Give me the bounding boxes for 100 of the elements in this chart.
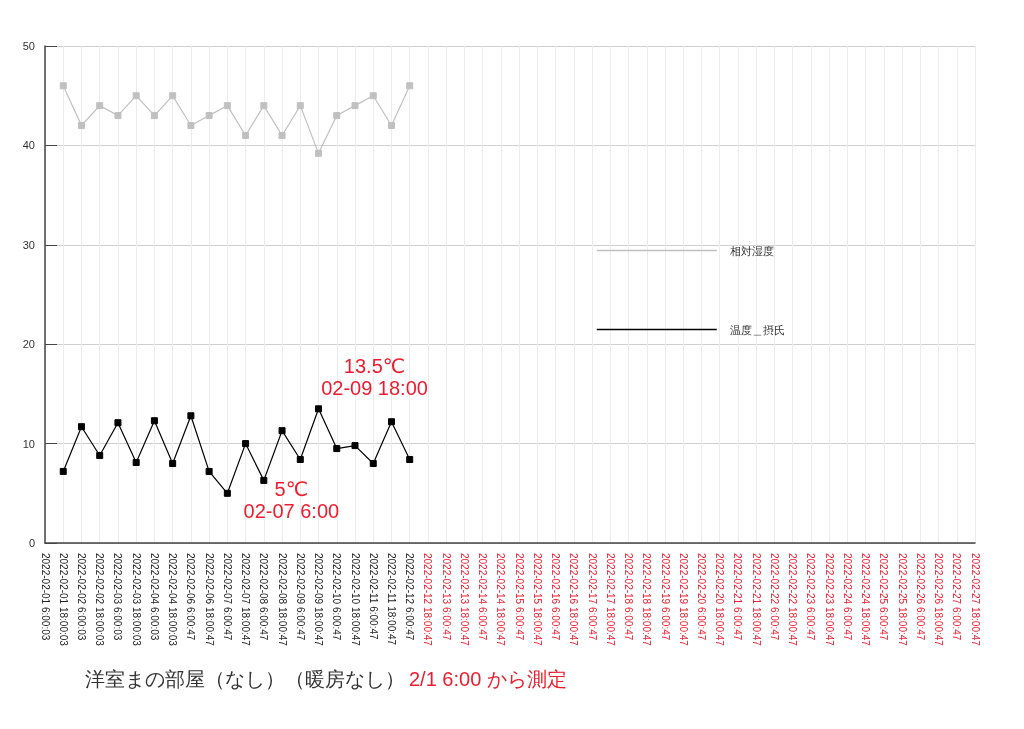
point bbox=[333, 445, 341, 453]
point bbox=[369, 459, 377, 467]
point bbox=[296, 102, 304, 110]
x-tick-label: 2022-02-23 6:00:47 bbox=[805, 553, 817, 641]
point bbox=[223, 102, 231, 110]
point bbox=[333, 112, 341, 120]
x-tick-label: 2022-02-03 18:00:03 bbox=[130, 553, 142, 647]
x-tick-label: 2022-02-01 6:00:03 bbox=[39, 553, 51, 641]
point bbox=[369, 92, 377, 100]
y-tick-label: 20 bbox=[22, 338, 35, 351]
x-tick-label: 2022-02-06 18:00:47 bbox=[203, 553, 215, 647]
y-tick-label: 0 bbox=[28, 537, 35, 549]
y-tick-label: 10 bbox=[22, 437, 35, 450]
point bbox=[387, 122, 395, 130]
y-tick-label: 40 bbox=[22, 139, 35, 152]
x-tick-label: 2022-02-27 6:00:47 bbox=[951, 553, 963, 641]
text: 温度＿摂氏 bbox=[729, 323, 785, 336]
x-tick-label: 2022-02-18 6:00:47 bbox=[623, 553, 635, 641]
x-tick-label: 2022-02-26 18:00:47 bbox=[933, 553, 945, 647]
point bbox=[77, 423, 85, 431]
point bbox=[351, 102, 359, 110]
point bbox=[150, 112, 158, 120]
x-tick-label: 2022-02-20 18:00:47 bbox=[714, 553, 726, 647]
x-tick-label: 2022-02-02 18:00:03 bbox=[94, 553, 106, 647]
x-tick-label: 2022-02-16 18:00:47 bbox=[568, 553, 580, 647]
y-tick-label: 50 bbox=[22, 40, 35, 52]
point bbox=[205, 112, 213, 120]
point bbox=[278, 427, 286, 435]
x-tick-label: 2022-02-15 6:00:47 bbox=[513, 553, 525, 641]
x-tick-label: 2022-02-13 18:00:47 bbox=[458, 553, 470, 647]
x-tick-label: 2022-02-06 6:00:47 bbox=[185, 553, 197, 641]
x-tick-label: 2022-02-17 6:00:47 bbox=[586, 553, 598, 641]
point bbox=[132, 92, 140, 100]
point bbox=[387, 418, 395, 426]
point bbox=[223, 489, 231, 497]
point bbox=[96, 452, 104, 460]
point bbox=[315, 405, 323, 413]
x-tick-label: 2022-02-12 18:00:47 bbox=[422, 553, 434, 647]
x-tick-label: 2022-02-21 6:00:47 bbox=[732, 553, 744, 641]
point bbox=[296, 456, 304, 463]
x-tick-label: 2022-02-27 18:00:47 bbox=[969, 553, 981, 647]
x-tick-label: 2022-02-14 6:00:47 bbox=[477, 553, 489, 641]
point bbox=[260, 102, 268, 110]
x-tick-label: 2022-02-09 18:00:47 bbox=[313, 553, 325, 647]
x-tick-label: 2022-02-22 6:00:47 bbox=[768, 553, 780, 641]
x-tick-label: 2022-02-14 18:00:47 bbox=[495, 553, 507, 647]
annotation: 13.5℃ 02-09 18:00 bbox=[321, 354, 428, 399]
x-tick-label: 2022-02-08 6:00:47 bbox=[258, 553, 270, 641]
x-tick-label: 2022-02-19 18:00:47 bbox=[677, 553, 689, 647]
point bbox=[169, 92, 177, 100]
x-tick-label: 2022-02-13 6:00:47 bbox=[440, 553, 452, 641]
x-tick-label: 2022-02-11 18:00:47 bbox=[385, 553, 397, 646]
point bbox=[59, 467, 67, 475]
point bbox=[150, 417, 158, 425]
point bbox=[315, 149, 323, 157]
x-tick-label: 2022-02-01 18:00:03 bbox=[57, 553, 69, 647]
x-tick-label: 2022-02-25 18:00:47 bbox=[896, 553, 908, 647]
point bbox=[260, 476, 268, 484]
x-tick-label: 2022-02-20 6:00:47 bbox=[695, 553, 707, 641]
point bbox=[132, 458, 140, 466]
x-tick-label: 2022-02-18 18:00:47 bbox=[641, 553, 653, 647]
point bbox=[96, 102, 104, 110]
point bbox=[187, 412, 195, 420]
y-tick-label: 30 bbox=[22, 238, 35, 251]
point bbox=[351, 442, 359, 450]
point bbox=[77, 122, 85, 130]
x-tick-label: 2022-02-24 18:00:47 bbox=[860, 553, 872, 647]
x-tick-label: 2022-02-09 6:00:47 bbox=[294, 553, 306, 641]
x-tick-label: 2022-02-11 6:00:47 bbox=[367, 553, 379, 640]
x-tick-label: 2022-02-08 18:00:47 bbox=[276, 553, 288, 647]
x-tick-label: 2022-02-24 6:00:47 bbox=[841, 553, 853, 641]
annotation: 5℃ 02-07 6:00 bbox=[243, 478, 340, 523]
x-tick-label: 2022-02-02 6:00:03 bbox=[75, 553, 87, 641]
point bbox=[406, 456, 414, 463]
text: 2/1 6:00 から測定 bbox=[409, 668, 567, 690]
x-tick-label: 2022-02-19 6:00:47 bbox=[659, 553, 671, 641]
point bbox=[114, 419, 122, 427]
x-tick-label: 2022-02-07 18:00:47 bbox=[240, 553, 252, 647]
x-tick-label: 2022-02-04 6:00:03 bbox=[148, 553, 160, 641]
text: 洋室まの部屋（なし）（暖房なし） bbox=[85, 668, 405, 690]
x-tick-label: 2022-02-23 18:00:47 bbox=[823, 553, 835, 647]
x-tick-label: 2022-02-15 18:00:47 bbox=[531, 553, 543, 647]
text: 相対湿度 bbox=[729, 244, 774, 257]
x-tick-label: 2022-02-21 18:00:47 bbox=[750, 553, 762, 647]
point bbox=[278, 131, 286, 139]
point bbox=[59, 82, 67, 90]
x-tick-label: 2022-02-04 18:00:03 bbox=[167, 553, 179, 647]
x-tick-label: 2022-02-25 6:00:47 bbox=[878, 553, 890, 641]
point bbox=[114, 112, 122, 120]
point bbox=[187, 122, 195, 130]
x-tick-label: 2022-02-26 6:00:47 bbox=[914, 553, 926, 641]
x-tick-label: 2022-02-10 6:00:47 bbox=[331, 553, 343, 641]
point bbox=[205, 467, 213, 475]
x-tick-label: 2022-02-16 6:00:47 bbox=[550, 553, 562, 641]
x-tick-label: 2022-02-17 18:00:47 bbox=[604, 553, 616, 647]
point bbox=[242, 440, 250, 448]
x-tick-label: 2022-02-03 6:00:03 bbox=[112, 553, 124, 641]
x-tick-label: 2022-02-10 18:00:47 bbox=[349, 553, 361, 647]
point bbox=[169, 459, 177, 467]
point bbox=[406, 82, 414, 90]
